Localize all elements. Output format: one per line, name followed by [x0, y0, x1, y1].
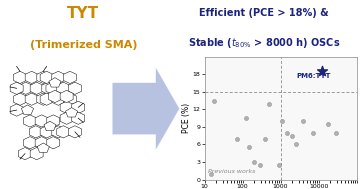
- Text: PM6:TYT: PM6:TYT: [296, 73, 331, 79]
- Point: [262, 137, 268, 140]
- Polygon shape: [60, 90, 73, 103]
- Polygon shape: [60, 112, 73, 124]
- Point: [300, 119, 306, 122]
- Polygon shape: [66, 108, 78, 117]
- Point: [310, 131, 316, 134]
- Point: [279, 119, 285, 122]
- Polygon shape: [37, 143, 49, 152]
- Polygon shape: [13, 93, 26, 105]
- Y-axis label: PCE (%): PCE (%): [182, 103, 191, 133]
- Polygon shape: [19, 82, 32, 94]
- Polygon shape: [40, 93, 53, 105]
- Polygon shape: [35, 115, 48, 127]
- Polygon shape: [40, 126, 53, 138]
- Polygon shape: [57, 82, 70, 94]
- Polygon shape: [29, 126, 42, 138]
- Polygon shape: [68, 126, 81, 138]
- Polygon shape: [63, 93, 76, 105]
- Polygon shape: [72, 112, 85, 124]
- Polygon shape: [44, 121, 56, 131]
- Polygon shape: [52, 126, 65, 138]
- Point: [289, 134, 295, 137]
- Polygon shape: [63, 71, 76, 84]
- Point: [325, 122, 331, 125]
- Point: [243, 117, 248, 120]
- Polygon shape: [46, 82, 59, 94]
- Polygon shape: [25, 93, 38, 105]
- Point: [208, 172, 214, 175]
- Point: [251, 160, 257, 163]
- Text: (Trimerized SMA): (Trimerized SMA): [30, 40, 137, 50]
- Point: [333, 131, 338, 134]
- Polygon shape: [13, 71, 26, 84]
- Polygon shape: [24, 115, 37, 127]
- Polygon shape: [30, 147, 43, 160]
- Polygon shape: [10, 82, 23, 94]
- Point: [319, 70, 324, 73]
- Polygon shape: [52, 71, 65, 84]
- Polygon shape: [42, 82, 55, 94]
- Polygon shape: [49, 78, 61, 87]
- Point: [284, 131, 290, 134]
- Polygon shape: [25, 71, 38, 84]
- Text: TYT: TYT: [67, 6, 99, 21]
- Polygon shape: [68, 82, 81, 94]
- Point: [234, 137, 240, 140]
- Polygon shape: [21, 105, 34, 114]
- Polygon shape: [49, 90, 62, 103]
- Polygon shape: [35, 137, 48, 149]
- Polygon shape: [47, 137, 60, 149]
- Polygon shape: [112, 67, 180, 150]
- Text: Efficient (PCE > 18%) &: Efficient (PCE > 18%) &: [199, 8, 329, 18]
- Polygon shape: [72, 101, 85, 113]
- Polygon shape: [40, 71, 53, 84]
- Point: [211, 99, 217, 102]
- Polygon shape: [10, 104, 23, 116]
- Point: [246, 146, 252, 149]
- Point: [276, 163, 282, 167]
- Text: Previous works: Previous works: [207, 169, 255, 174]
- Polygon shape: [47, 115, 60, 127]
- Polygon shape: [18, 147, 31, 160]
- Polygon shape: [60, 101, 73, 113]
- Polygon shape: [37, 93, 50, 105]
- Polygon shape: [52, 93, 65, 105]
- Polygon shape: [24, 137, 37, 149]
- Text: Stable ($t_{80\%}$ > 8000 h) OSCs: Stable ($t_{80\%}$ > 8000 h) OSCs: [188, 36, 340, 50]
- Point: [266, 102, 272, 105]
- Point: [293, 143, 299, 146]
- Polygon shape: [57, 126, 70, 138]
- Point: [257, 163, 262, 167]
- Polygon shape: [30, 82, 43, 94]
- Polygon shape: [37, 71, 50, 84]
